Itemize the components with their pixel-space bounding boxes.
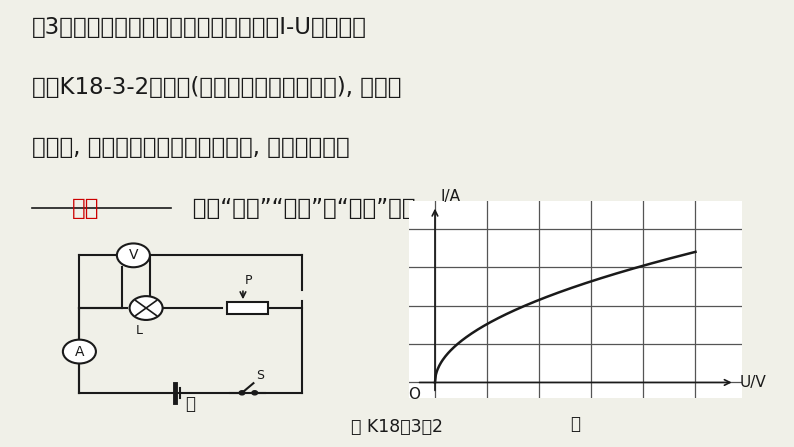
Text: 像可知, 当小灯泡两端的电压减小时, 小灯泡的电阵: 像可知, 当小灯泡两端的电压减小时, 小灯泡的电阵	[32, 136, 349, 159]
Text: 图 K18－3－2: 图 K18－3－2	[351, 418, 443, 436]
Circle shape	[252, 391, 257, 395]
Text: 如图K18-3-2乙所示(坐标轴上的数値未标出), 分析图: 如图K18-3-2乙所示(坐标轴上的数値未标出), 分析图	[32, 76, 401, 99]
Text: V: V	[129, 249, 138, 262]
Text: L: L	[137, 324, 143, 337]
Text: P: P	[245, 274, 252, 287]
Circle shape	[239, 391, 245, 395]
Text: （填“增大”“减小”或“不变”）。: （填“增大”“减小”或“不变”）。	[171, 197, 415, 219]
Circle shape	[129, 296, 163, 320]
Circle shape	[117, 244, 150, 267]
Text: S: S	[256, 370, 264, 383]
Text: U/V: U/V	[740, 375, 766, 390]
Text: A: A	[75, 345, 84, 358]
Text: I/A: I/A	[440, 189, 461, 204]
Circle shape	[63, 340, 96, 363]
Text: （3）根据实验测得的数据画出小灯泡的I-U关系图像: （3）根据实验测得的数据画出小灯泡的I-U关系图像	[32, 16, 367, 38]
Text: 乙: 乙	[571, 414, 580, 433]
Text: 甲: 甲	[186, 396, 195, 413]
Text: O: O	[408, 387, 420, 402]
Text: 减小: 减小	[71, 197, 99, 219]
Bar	[227, 302, 268, 314]
